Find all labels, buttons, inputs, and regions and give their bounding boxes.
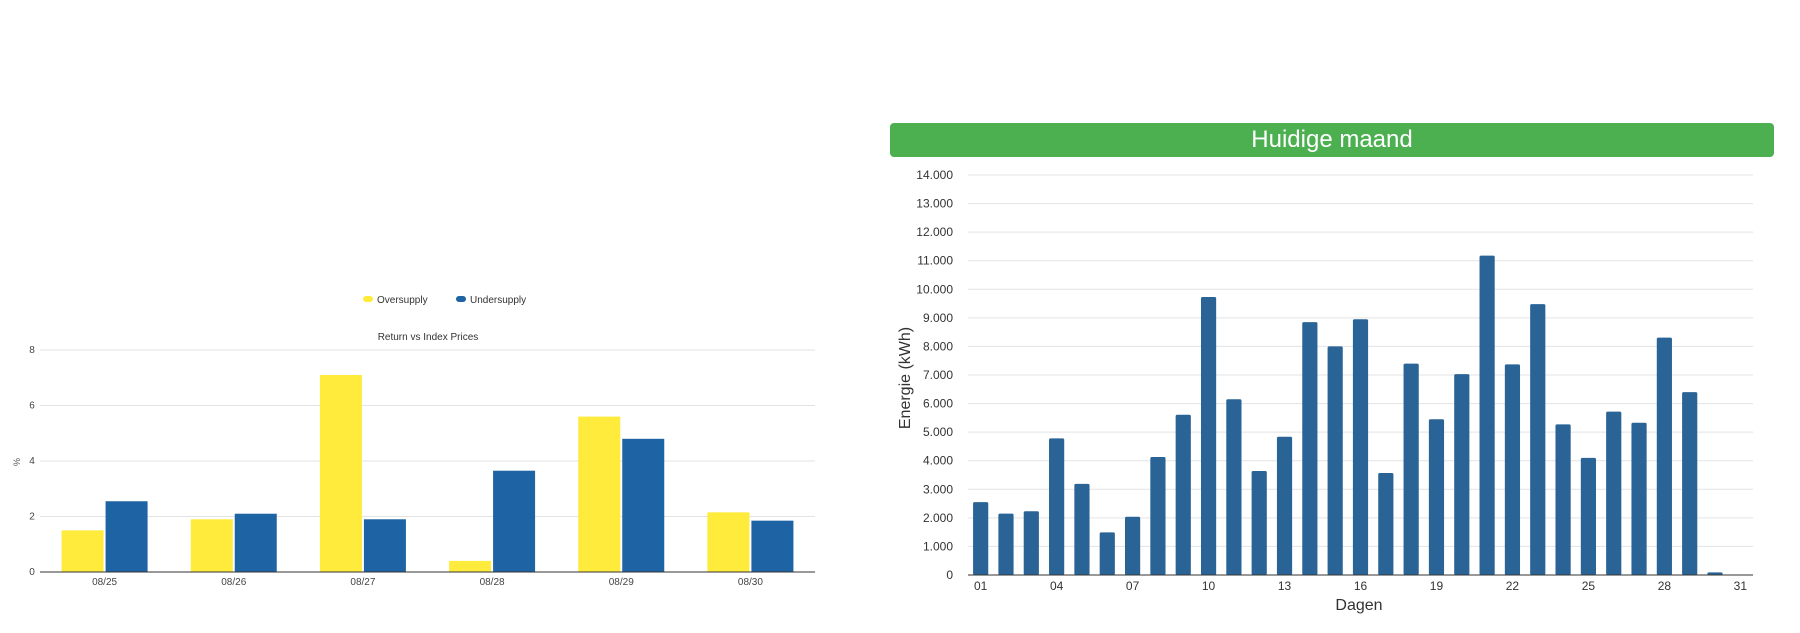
y-axis-ticks: 0 1.000 2.000 3.000 4.000 5.000 6.000 7.000 8.00… <box>916 168 953 582</box>
bar-day-24 <box>1555 424 1571 575</box>
x-tick-label: 13 <box>1278 579 1292 593</box>
y-tick-label: 6 <box>29 401 35 412</box>
bar-day-27 <box>1631 422 1647 575</box>
y-tick-label: 3.000 <box>923 482 953 496</box>
bar-day-28 <box>1656 337 1672 575</box>
bar-day-22 <box>1504 364 1521 575</box>
x-axis-ticks: 08/25 08/26 08/27 08/28 08/29 08/30 <box>92 577 763 588</box>
bars <box>61 374 794 572</box>
y-tick-label: 9.000 <box>923 311 953 325</box>
x-tick-label: 08/25 <box>92 577 117 588</box>
bar-day-09 <box>1175 414 1191 575</box>
x-tick-label: 08/28 <box>480 577 505 588</box>
bar-day-14 <box>1302 322 1318 575</box>
legend-swatch-oversupply <box>363 296 373 302</box>
bar-oversupply-08-27 <box>319 374 362 572</box>
y-tick-label: 4 <box>29 456 35 467</box>
y-tick-label: 13.000 <box>916 197 953 211</box>
bar-day-10 <box>1200 297 1217 575</box>
y-tick-label: 0 <box>946 568 953 582</box>
y-tick-label: 11.000 <box>917 254 953 268</box>
x-tick-label: 08/29 <box>609 577 634 588</box>
bar-day-29 <box>1682 392 1698 575</box>
y-axis-label: Energie (kWh) <box>897 327 914 429</box>
bar-day-16 <box>1352 319 1369 575</box>
x-axis-ticks: 01 04 07 10 13 16 19 22 25 28 31 <box>974 579 1747 593</box>
x-tick-label: 08/30 <box>738 577 763 588</box>
legend-label-undersupply: Undersupply <box>470 295 526 306</box>
y-tick-label: 8.000 <box>923 339 953 353</box>
bar-day-06 <box>1099 532 1115 575</box>
bar-day-04 <box>1049 438 1065 575</box>
bar-day-30 <box>1707 572 1723 575</box>
x-tick-label: 19 <box>1430 579 1444 593</box>
gridlines <box>40 349 815 517</box>
x-tick-label: 08/26 <box>221 577 246 588</box>
monthly-energy-chart: Energie (kWh) Dagen 0 1.000 2.000 3.000 4.00… <box>897 168 1753 614</box>
bar-undersupply-08-27 <box>363 519 406 572</box>
month-header: Huidige maand <box>890 123 1774 157</box>
return-vs-index-chart: Oversupply Undersupply Return vs Index P… <box>12 295 815 588</box>
x-axis-label: Dagen <box>1335 597 1382 614</box>
bar-undersupply-08-28 <box>493 470 536 572</box>
bar-undersupply-08-26 <box>234 513 277 572</box>
bar-day-17 <box>1378 473 1394 575</box>
bar-day-19 <box>1428 419 1445 575</box>
y-axis-ticks: 0 2 4 6 8 <box>29 345 35 578</box>
x-tick-label: 31 <box>1734 579 1748 593</box>
y-tick-label: 12.000 <box>916 225 953 239</box>
y-tick-label: 0 <box>29 567 35 578</box>
x-tick-label: 07 <box>1126 579 1140 593</box>
y-tick-label: 2 <box>29 512 35 523</box>
x-tick-label: 22 <box>1506 579 1520 593</box>
bars <box>973 255 1723 576</box>
bar-undersupply-08-29 <box>622 438 665 572</box>
y-tick-label: 1.000 <box>923 539 953 553</box>
bar-day-26 <box>1606 411 1622 575</box>
bar-day-15 <box>1327 346 1343 575</box>
y-tick-label: 6.000 <box>923 397 953 411</box>
y-tick-label: 8 <box>29 345 35 356</box>
bar-day-21 <box>1479 255 1495 576</box>
x-tick-label: 25 <box>1582 579 1596 593</box>
y-tick-label: 10.000 <box>916 282 953 296</box>
y-tick-label: 14.000 <box>916 168 953 182</box>
legend: Oversupply Undersupply <box>363 295 526 306</box>
bar-oversupply-08-30 <box>707 512 750 572</box>
bar-day-03 <box>1023 511 1039 575</box>
legend-label-oversupply: Oversupply <box>377 295 428 306</box>
x-tick-label: 08/27 <box>350 577 375 588</box>
bar-oversupply-08-25 <box>61 530 104 572</box>
x-tick-label: 04 <box>1050 579 1064 593</box>
bar-day-05 <box>1074 483 1090 575</box>
bar-day-02 <box>998 513 1014 575</box>
y-tick-label: 2.000 <box>923 511 953 525</box>
bar-oversupply-08-26 <box>190 519 233 572</box>
bar-day-07 <box>1125 516 1141 575</box>
bar-day-18 <box>1403 363 1419 575</box>
bar-day-12 <box>1251 471 1267 575</box>
bar-undersupply-08-30 <box>751 520 794 572</box>
y-tick-label: 5.000 <box>923 425 953 439</box>
x-tick-label: 28 <box>1658 579 1672 593</box>
bar-day-25 <box>1580 457 1596 575</box>
chart-title: Return vs Index Prices <box>378 332 479 343</box>
x-tick-label: 16 <box>1354 579 1368 593</box>
bar-day-13 <box>1276 436 1293 575</box>
bar-oversupply-08-28 <box>449 560 492 572</box>
y-tick-label: 7.000 <box>923 368 953 382</box>
bar-day-11 <box>1226 399 1242 575</box>
bar-day-01 <box>973 502 989 575</box>
x-tick-label: 01 <box>974 579 988 593</box>
bar-undersupply-08-25 <box>105 501 148 572</box>
x-tick-label: 10 <box>1202 579 1216 593</box>
y-axis-label: % <box>12 458 22 466</box>
bar-oversupply-08-29 <box>578 416 621 572</box>
legend-swatch-undersupply <box>456 296 466 302</box>
bar-day-08 <box>1150 457 1166 575</box>
bar-day-23 <box>1530 304 1546 575</box>
bar-day-20 <box>1454 374 1470 575</box>
y-tick-label: 4.000 <box>923 454 953 468</box>
